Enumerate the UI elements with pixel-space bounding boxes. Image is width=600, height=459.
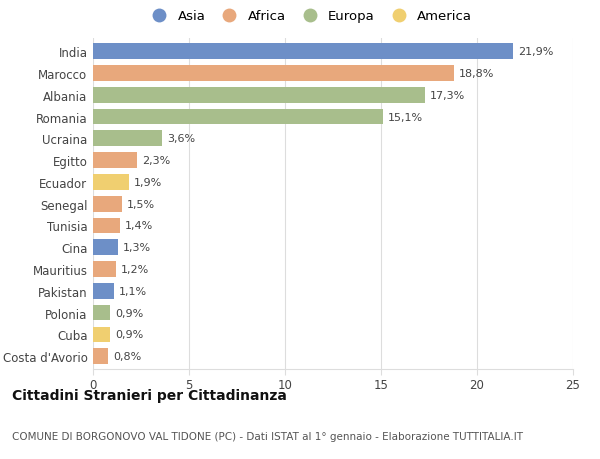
Bar bbox=[93, 349, 109, 364]
Text: 1,3%: 1,3% bbox=[123, 243, 151, 253]
Text: 0,8%: 0,8% bbox=[113, 352, 142, 361]
Bar bbox=[93, 131, 162, 147]
Bar bbox=[93, 305, 110, 321]
Text: 15,1%: 15,1% bbox=[388, 112, 423, 122]
Bar bbox=[93, 175, 130, 190]
Bar bbox=[93, 262, 116, 277]
Bar bbox=[93, 66, 454, 82]
Text: 18,8%: 18,8% bbox=[459, 69, 494, 79]
Text: COMUNE DI BORGONOVO VAL TIDONE (PC) - Dati ISTAT al 1° gennaio - Elaborazione TU: COMUNE DI BORGONOVO VAL TIDONE (PC) - Da… bbox=[12, 431, 523, 442]
Bar bbox=[93, 196, 122, 212]
Text: 1,5%: 1,5% bbox=[127, 199, 155, 209]
Text: 0,9%: 0,9% bbox=[115, 330, 143, 340]
Text: 17,3%: 17,3% bbox=[430, 90, 465, 101]
Bar bbox=[93, 240, 118, 256]
Bar bbox=[93, 327, 110, 342]
Text: 1,9%: 1,9% bbox=[134, 178, 163, 188]
Text: 3,6%: 3,6% bbox=[167, 134, 195, 144]
Text: 0,9%: 0,9% bbox=[115, 308, 143, 318]
Text: 1,4%: 1,4% bbox=[125, 221, 153, 231]
Bar bbox=[93, 109, 383, 125]
Text: 1,2%: 1,2% bbox=[121, 264, 149, 274]
Bar bbox=[93, 218, 120, 234]
Bar bbox=[93, 88, 425, 103]
Bar bbox=[93, 153, 137, 168]
Text: 2,3%: 2,3% bbox=[142, 156, 170, 166]
Text: Cittadini Stranieri per Cittadinanza: Cittadini Stranieri per Cittadinanza bbox=[12, 388, 287, 402]
Legend: Asia, Africa, Europa, America: Asia, Africa, Europa, America bbox=[143, 8, 475, 26]
Bar bbox=[93, 44, 514, 60]
Text: 21,9%: 21,9% bbox=[518, 47, 554, 57]
Bar bbox=[93, 283, 114, 299]
Text: 1,1%: 1,1% bbox=[119, 286, 147, 296]
